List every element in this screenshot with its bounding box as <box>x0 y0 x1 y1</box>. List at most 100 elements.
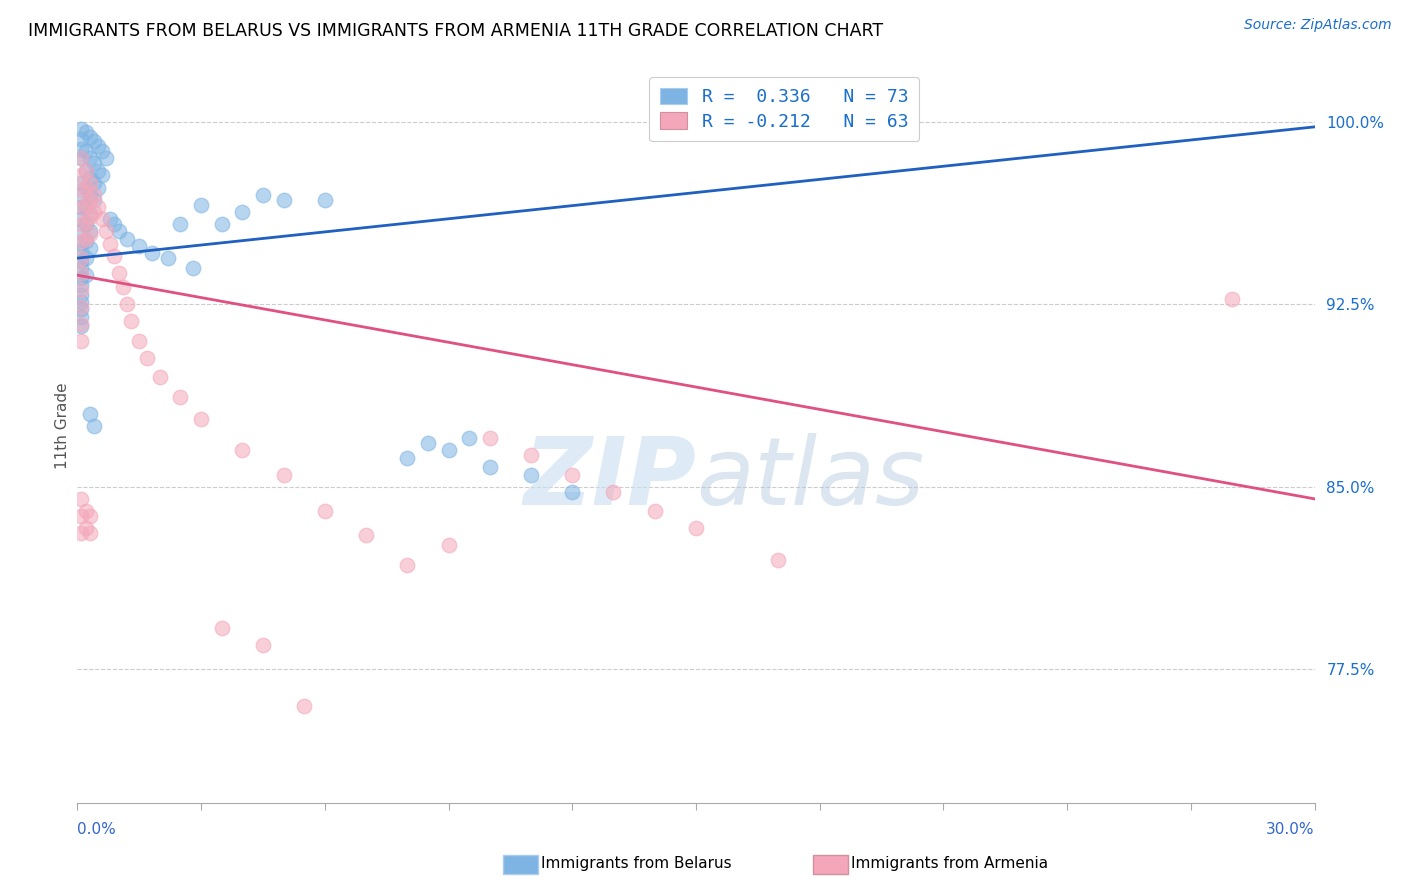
Point <box>70 217 93 231</box>
Point <box>169 217 191 231</box>
Point <box>79 525 101 540</box>
Point <box>83 419 105 434</box>
Point <box>211 621 233 635</box>
Point <box>98 212 121 227</box>
Point <box>79 224 101 238</box>
Point <box>70 152 93 166</box>
Point <box>70 508 93 523</box>
Point <box>768 552 790 566</box>
Point <box>111 280 134 294</box>
Point <box>561 467 583 482</box>
Point <box>478 460 501 475</box>
Point <box>157 251 180 265</box>
Point <box>70 525 93 540</box>
Point <box>211 217 233 231</box>
Point <box>70 300 93 314</box>
Point <box>79 193 101 207</box>
Point <box>685 521 707 535</box>
Point <box>79 129 101 144</box>
Point <box>231 205 253 219</box>
Point <box>79 152 101 166</box>
Point <box>96 224 118 238</box>
Point <box>70 287 93 301</box>
Point <box>70 152 93 166</box>
Text: Immigrants from Armenia: Immigrants from Armenia <box>851 856 1047 871</box>
Point <box>70 302 93 317</box>
Point <box>79 207 101 221</box>
Point <box>91 212 114 227</box>
Point <box>83 176 105 190</box>
Point <box>70 244 93 258</box>
Point <box>787 120 810 134</box>
Point <box>79 227 101 241</box>
Point <box>231 443 253 458</box>
Point <box>181 260 204 275</box>
Point <box>79 210 101 224</box>
Point <box>128 239 150 253</box>
Point <box>70 200 93 214</box>
Point <box>437 538 460 552</box>
Point <box>70 319 93 334</box>
Point <box>149 370 172 384</box>
Point <box>292 698 315 713</box>
Text: ZIP: ZIP <box>523 433 696 524</box>
Point <box>75 144 97 158</box>
Point <box>70 253 93 268</box>
Point <box>70 236 93 251</box>
Point <box>190 411 212 425</box>
Text: Immigrants from Belarus: Immigrants from Belarus <box>541 856 733 871</box>
Point <box>115 297 138 311</box>
Point <box>169 390 191 404</box>
Point <box>79 508 101 523</box>
Point <box>79 407 101 421</box>
Point <box>103 249 125 263</box>
Point <box>1220 293 1243 307</box>
Point <box>98 236 121 251</box>
Point <box>314 504 336 518</box>
Point <box>120 314 142 328</box>
Point <box>83 193 105 207</box>
Point <box>83 188 105 202</box>
Point <box>75 163 97 178</box>
Point <box>70 277 93 292</box>
Point <box>70 142 93 156</box>
Point <box>520 467 543 482</box>
Point <box>70 234 93 248</box>
Text: 0.0%: 0.0% <box>77 822 117 837</box>
Point <box>91 169 114 183</box>
Point <box>75 268 97 282</box>
Point <box>75 197 97 211</box>
Point <box>478 431 501 445</box>
Point <box>107 266 129 280</box>
Point <box>75 251 97 265</box>
Point <box>561 484 583 499</box>
Point <box>70 334 93 348</box>
Legend: R =  0.336   N = 73, R = -0.212   N = 63: R = 0.336 N = 73, R = -0.212 N = 63 <box>650 77 920 142</box>
Point <box>396 558 419 572</box>
Point <box>79 242 101 256</box>
Point <box>91 144 114 158</box>
Point <box>75 234 97 248</box>
Point <box>70 294 93 309</box>
Point <box>70 122 93 136</box>
Point <box>83 156 105 170</box>
Point <box>75 504 97 518</box>
Point <box>75 215 97 229</box>
Point <box>103 217 125 231</box>
Point <box>96 152 118 166</box>
Point <box>87 180 110 194</box>
Point <box>87 139 110 153</box>
Point <box>190 197 212 211</box>
Point <box>115 232 138 246</box>
Point <box>70 317 93 331</box>
Point <box>520 448 543 462</box>
Point <box>70 188 93 202</box>
Point <box>252 638 274 652</box>
Text: atlas: atlas <box>696 434 924 524</box>
Point <box>396 450 419 465</box>
Point <box>437 443 460 458</box>
Point <box>70 169 93 183</box>
Point <box>75 180 97 194</box>
Text: Source: ZipAtlas.com: Source: ZipAtlas.com <box>1244 18 1392 32</box>
Point <box>354 528 377 542</box>
